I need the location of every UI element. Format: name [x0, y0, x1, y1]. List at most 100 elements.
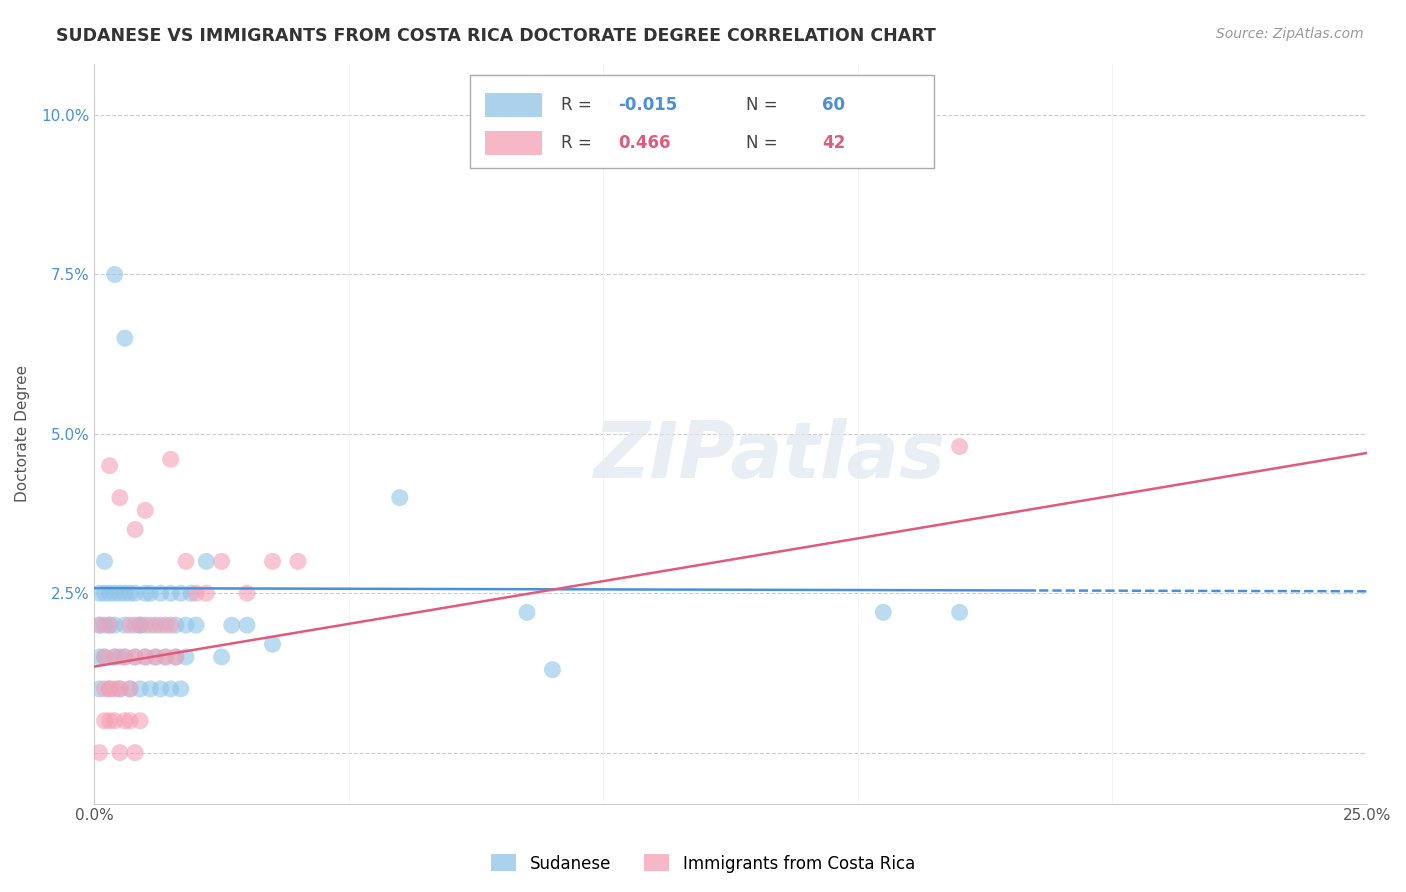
Point [98, 458, 121, 473]
Point [124, 650, 146, 665]
Point [195, 554, 218, 568]
Point [134, 618, 156, 632]
Point [118, 586, 141, 600]
Text: SUDANESE VS IMMIGRANTS FROM COSTA RICA DOCTORATE DEGREE CORRELATION CHART: SUDANESE VS IMMIGRANTS FROM COSTA RICA D… [56, 27, 936, 45]
FancyBboxPatch shape [470, 75, 934, 168]
Point [104, 650, 127, 665]
Point [108, 681, 131, 696]
Point [195, 586, 218, 600]
Point [159, 618, 181, 632]
Point [129, 714, 152, 728]
Point [124, 618, 146, 632]
Text: Source: ZipAtlas.com: Source: ZipAtlas.com [1216, 27, 1364, 41]
Text: -0.015: -0.015 [619, 95, 678, 114]
Point [129, 681, 152, 696]
Point [211, 650, 233, 665]
Point [134, 650, 156, 665]
Point [165, 618, 187, 632]
Point [118, 714, 141, 728]
Point [98, 714, 121, 728]
Text: 42: 42 [823, 134, 845, 153]
Point [262, 554, 284, 568]
Point [118, 618, 141, 632]
Point [221, 618, 243, 632]
Point [949, 440, 972, 454]
Text: N =: N = [745, 134, 783, 153]
Point [236, 586, 259, 600]
Point [139, 681, 162, 696]
Point [108, 491, 131, 505]
Point [114, 331, 136, 345]
Point [98, 681, 121, 696]
Point [104, 650, 127, 665]
Point [124, 523, 146, 537]
Point [104, 586, 127, 600]
Text: 60: 60 [823, 95, 845, 114]
Point [93, 618, 115, 632]
Point [104, 714, 127, 728]
Point [516, 605, 538, 619]
Point [149, 681, 172, 696]
Point [174, 554, 197, 568]
Point [93, 650, 115, 665]
Point [174, 618, 197, 632]
Point [104, 681, 127, 696]
Point [129, 618, 152, 632]
Point [134, 650, 156, 665]
Point [98, 618, 121, 632]
Point [118, 681, 141, 696]
Point [89, 618, 111, 632]
Point [170, 681, 193, 696]
Point [104, 618, 127, 632]
FancyBboxPatch shape [485, 131, 543, 155]
Point [114, 650, 136, 665]
Point [98, 618, 121, 632]
Point [129, 618, 152, 632]
Point [104, 268, 127, 282]
FancyBboxPatch shape [485, 93, 543, 117]
Point [89, 650, 111, 665]
Point [872, 605, 894, 619]
Point [159, 681, 181, 696]
Point [541, 663, 564, 677]
Point [236, 618, 259, 632]
Point [124, 650, 146, 665]
Point [108, 586, 131, 600]
Point [89, 618, 111, 632]
Point [145, 618, 167, 632]
Point [124, 746, 146, 760]
Point [93, 714, 115, 728]
Point [165, 650, 187, 665]
Point [93, 586, 115, 600]
Text: R =: R = [561, 134, 598, 153]
Point [180, 586, 202, 600]
Y-axis label: Doctorate Degree: Doctorate Degree [15, 366, 30, 502]
Point [93, 650, 115, 665]
Point [118, 681, 141, 696]
Point [186, 586, 208, 600]
Point [949, 605, 972, 619]
Point [98, 586, 121, 600]
Point [114, 586, 136, 600]
Text: R =: R = [561, 95, 598, 114]
Point [108, 746, 131, 760]
Point [89, 681, 111, 696]
Point [124, 586, 146, 600]
Point [155, 650, 177, 665]
Point [287, 554, 309, 568]
Text: N =: N = [745, 95, 783, 114]
Point [155, 618, 177, 632]
Point [159, 586, 181, 600]
Point [93, 681, 115, 696]
Legend: Sudanese, Immigrants from Costa Rica: Sudanese, Immigrants from Costa Rica [485, 847, 921, 880]
Point [388, 491, 411, 505]
Point [186, 618, 208, 632]
Point [98, 681, 121, 696]
Text: ZIPatlas: ZIPatlas [592, 418, 945, 494]
Point [211, 554, 233, 568]
Point [108, 681, 131, 696]
Point [139, 618, 162, 632]
Point [139, 586, 162, 600]
Text: 0.466: 0.466 [619, 134, 671, 153]
Point [134, 586, 156, 600]
